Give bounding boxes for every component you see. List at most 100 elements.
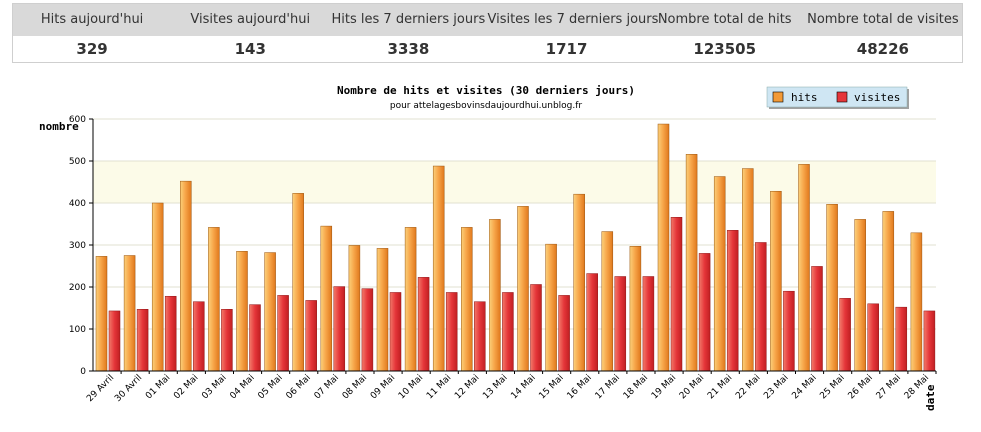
x-tick-label: 07 Mai xyxy=(313,373,341,401)
bar-visites xyxy=(502,292,514,372)
bar-hits xyxy=(151,202,164,372)
bar-visites xyxy=(474,301,486,372)
bar-visites xyxy=(670,217,683,372)
bar-hits xyxy=(713,176,726,372)
bar-visites xyxy=(193,301,205,372)
x-tick-label: 12 Mai xyxy=(453,373,481,401)
legend-label-visites: visites xyxy=(854,91,900,104)
hits-visits-chart: 0 100 200 300 400 500 600 29 Avril 30 Avril 01 Ma… xyxy=(36,79,963,429)
bar-visites xyxy=(586,273,598,372)
bar-visites xyxy=(642,276,655,372)
stats-header-row: Hits aujourd'hui Visites aujourd'hui Hit… xyxy=(13,4,962,36)
bar-visites xyxy=(811,266,823,372)
bar-hits xyxy=(798,164,810,372)
x-tick-label: 08 Mai xyxy=(341,373,369,401)
stat-header: Nombre total de hits xyxy=(645,4,804,36)
x-tick-label: 02 Mai xyxy=(172,373,200,401)
y-tick-label: 400 xyxy=(69,199,86,209)
x-tick-label: 21 Mai xyxy=(706,373,734,401)
bar-hits xyxy=(432,165,445,372)
bar-hits xyxy=(601,231,614,372)
bar-visites xyxy=(417,277,430,372)
x-tick-label: 16 Mai xyxy=(566,373,594,401)
y-tick-label: 100 xyxy=(69,325,86,335)
x-tick-label: 06 Mai xyxy=(285,373,313,401)
bars xyxy=(95,123,936,372)
bar-visites xyxy=(221,309,233,372)
bar-hits xyxy=(489,219,501,372)
x-tick-label: 26 Mai xyxy=(847,373,875,401)
bar-visites xyxy=(726,230,739,372)
x-tick-label: 18 Mai xyxy=(622,373,650,401)
stat-value: 3338 xyxy=(387,39,430,58)
x-tick-label: 09 Mai xyxy=(369,373,397,401)
stat-value: 329 xyxy=(76,39,108,58)
bar-visites xyxy=(333,286,346,372)
x-tick-label: 11 Mai xyxy=(425,373,453,401)
bar-visites xyxy=(698,253,711,372)
stat-header: Visites les 7 derniers jours xyxy=(487,4,658,36)
bar-visites xyxy=(839,298,851,372)
x-tick-label: 22 Mai xyxy=(734,373,762,401)
bar-hits xyxy=(882,211,895,372)
bar-visites xyxy=(530,284,542,372)
bar-hits xyxy=(461,227,473,372)
x-tick-label: 14 Mai xyxy=(509,373,537,401)
bar-hits xyxy=(742,168,754,372)
y-tick-label: 500 xyxy=(69,157,86,167)
bar-hits xyxy=(123,255,136,372)
bar-visites xyxy=(389,292,402,372)
bar-visites xyxy=(867,303,879,372)
bar-hits xyxy=(348,245,361,372)
y-tick-label: 300 xyxy=(69,241,86,251)
y-tick-label: 0 xyxy=(80,367,86,377)
bar-hits xyxy=(404,227,417,372)
bar-visites xyxy=(249,304,261,372)
bar-visites xyxy=(895,306,908,372)
x-tick-label: 10 Mai xyxy=(397,373,425,401)
stat-header: Visites aujourd'hui xyxy=(171,4,330,36)
bar-visites xyxy=(783,290,795,372)
bar-hits xyxy=(854,219,866,372)
x-tick-label: 05 Mai xyxy=(256,373,284,401)
x-tick-label: 23 Mai xyxy=(762,373,790,401)
bar-hits xyxy=(685,154,698,372)
legend: hits visites xyxy=(766,86,909,109)
x-tick-label: 19 Mai xyxy=(650,373,678,401)
stats-value-row: 329 143 3338 1717 123505 48226 xyxy=(13,36,962,62)
chart-title: Nombre de hits et visites (30 derniers j… xyxy=(337,84,635,97)
y-tick-label: 200 xyxy=(69,283,86,293)
bar-hits xyxy=(292,193,304,372)
bar-visites xyxy=(305,300,317,372)
y-tick-label: 600 xyxy=(69,115,86,125)
bar-hits xyxy=(826,204,838,372)
bar-visites xyxy=(108,310,121,372)
bar-hits xyxy=(770,190,782,372)
x-tick-label: 27 Mai xyxy=(875,373,903,401)
bar-visites xyxy=(361,288,374,372)
bar-visites xyxy=(923,310,936,372)
bar-hits xyxy=(180,180,192,372)
bar-hits xyxy=(910,232,923,372)
y-axis-label: nombre xyxy=(39,120,79,133)
bar-visites xyxy=(558,295,570,372)
legend-swatch-hits xyxy=(772,91,784,103)
stat-header: Hits les 7 derniers jours xyxy=(329,4,488,36)
x-tick-label: 03 Mai xyxy=(200,373,228,401)
stat-header: Hits aujourd'hui xyxy=(13,4,172,36)
stat-value: 48226 xyxy=(856,39,909,58)
x-tick-label: 24 Mai xyxy=(790,373,818,401)
bar-hits xyxy=(629,246,642,372)
bar-visites xyxy=(136,309,149,372)
x-tick-label: 20 Mai xyxy=(678,373,706,401)
bar-hits xyxy=(236,251,248,372)
bar-hits xyxy=(320,225,333,372)
x-axis-label: date xyxy=(924,384,937,411)
chart-subtitle: pour attelagesbovinsdaujourdhui.unblog.f… xyxy=(390,101,583,111)
stats-table: Hits aujourd'hui Visites aujourd'hui Hit… xyxy=(12,3,963,63)
bar-visites xyxy=(164,295,177,372)
bar-hits xyxy=(545,243,557,372)
bar-hits xyxy=(95,256,108,372)
x-tick-label: 30 Avril xyxy=(113,373,144,404)
